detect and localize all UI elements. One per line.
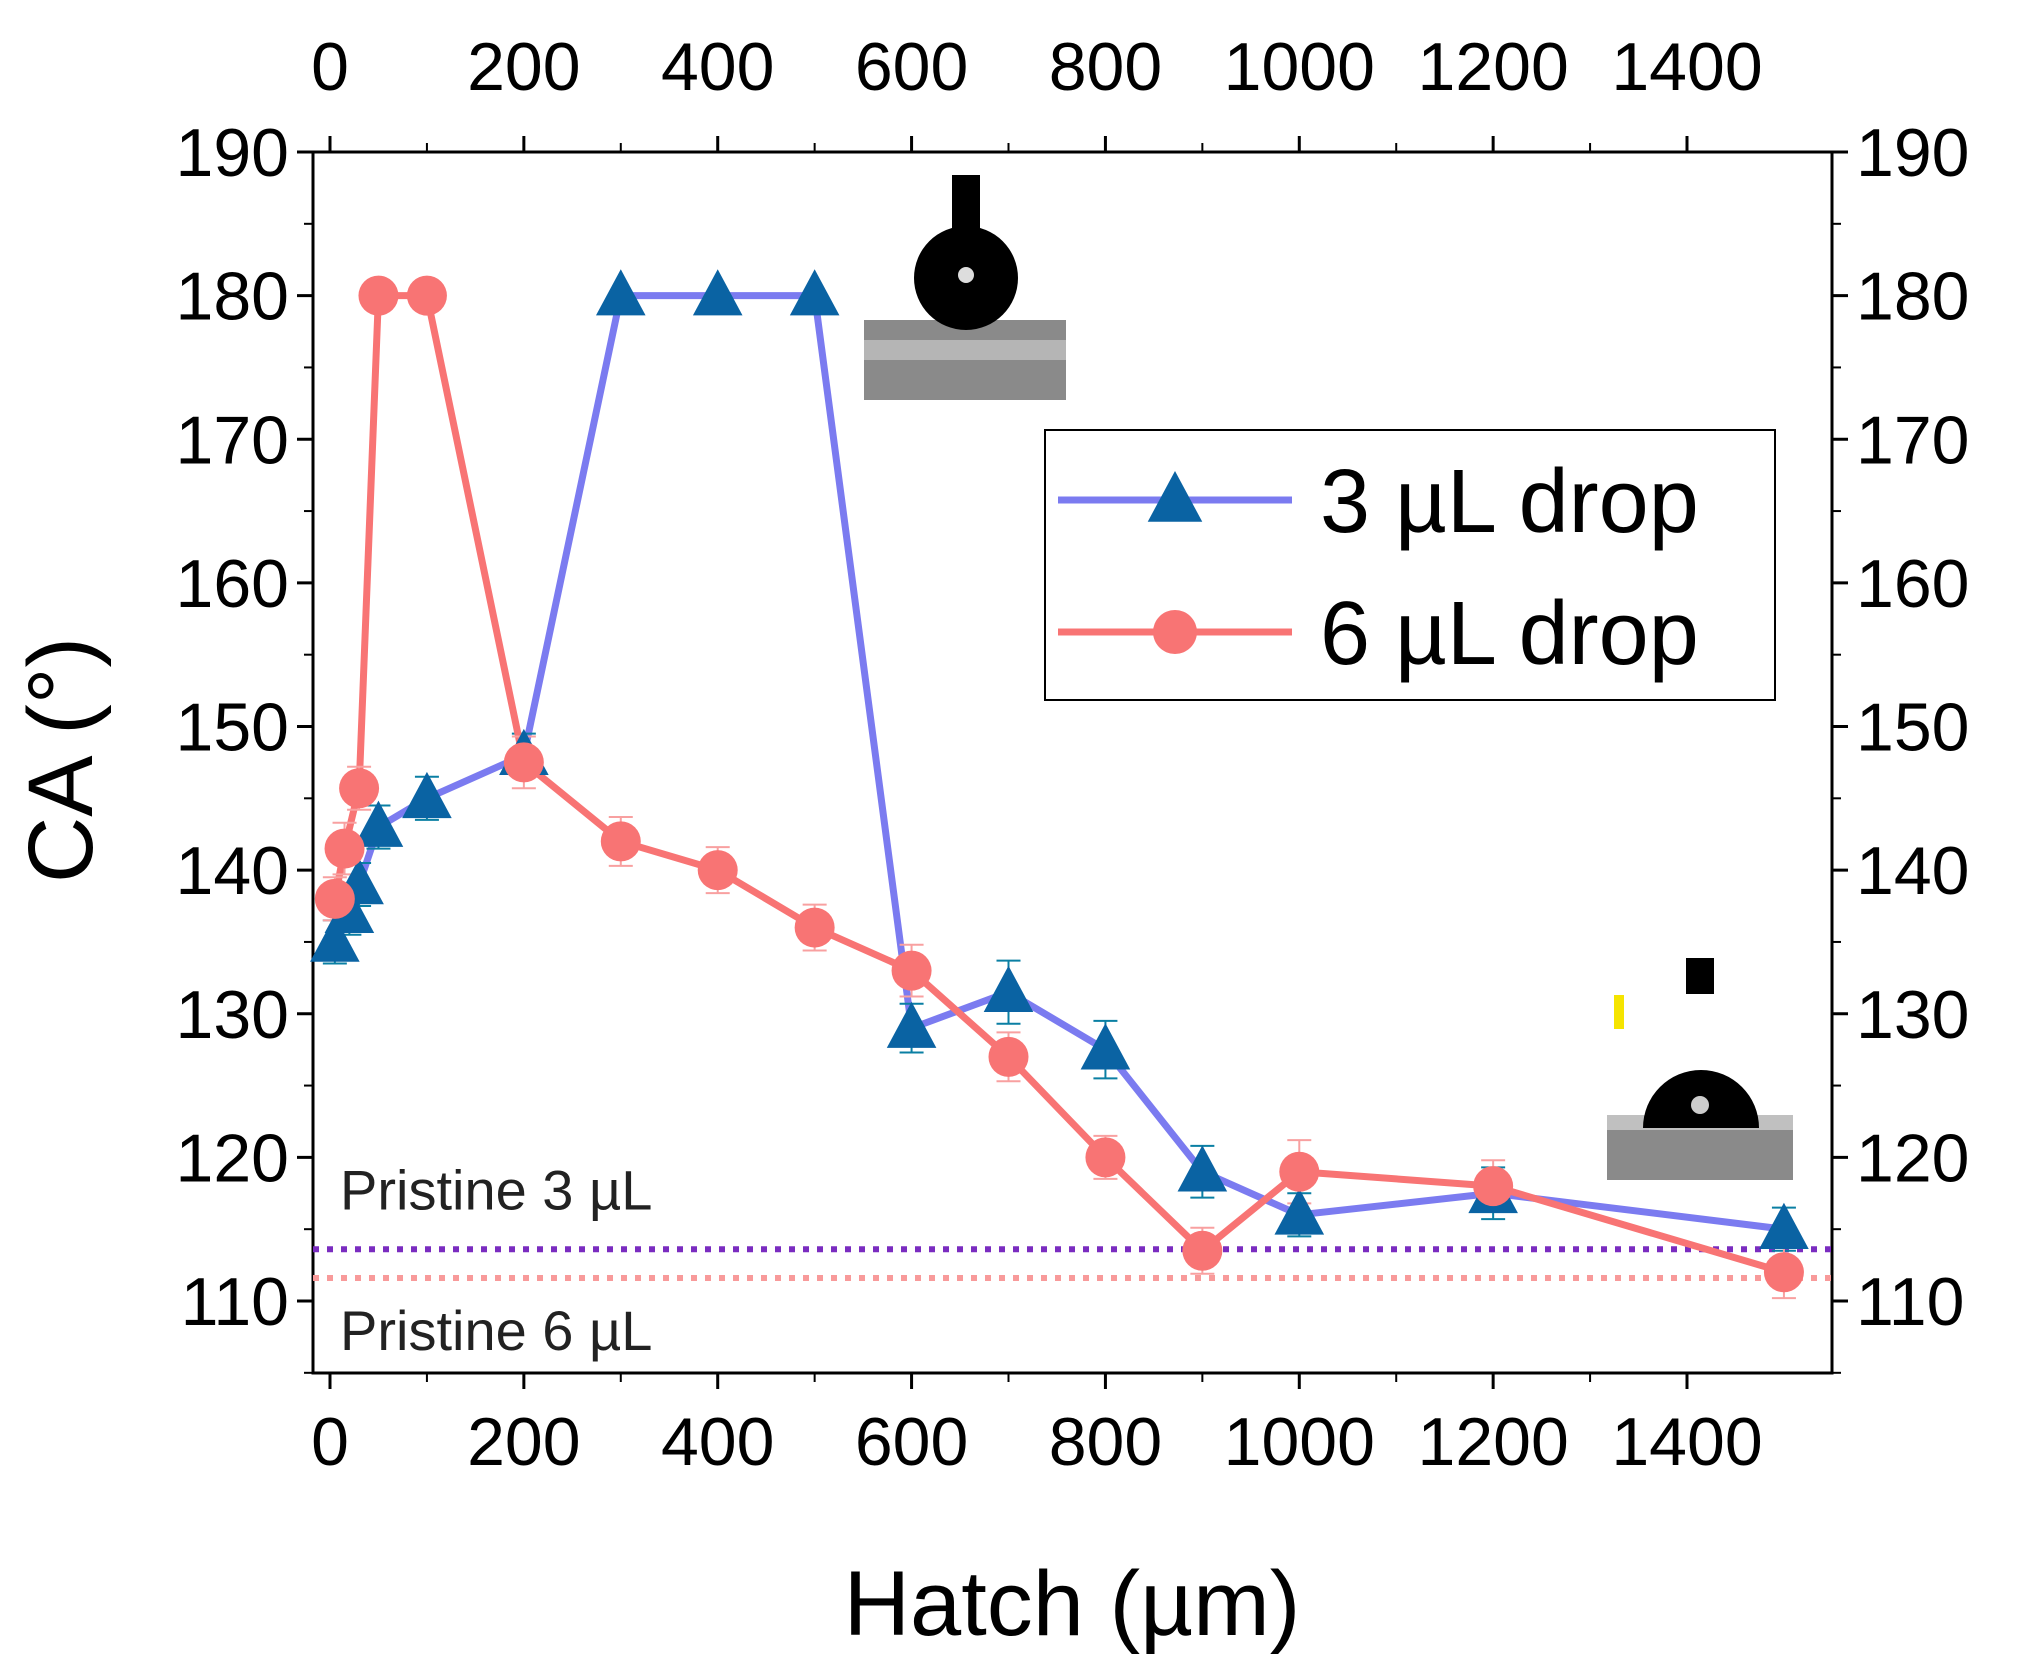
- y-tick-label-left: 110: [181, 1264, 289, 1340]
- data-point-triangle: [1080, 1023, 1131, 1070]
- data-point-circle: [697, 850, 738, 891]
- data-point-triangle: [983, 965, 1034, 1013]
- x-tick-label-bottom: 600: [855, 1404, 968, 1480]
- y-tick-label-left: 160: [176, 546, 289, 622]
- data-point-circle: [1085, 1137, 1126, 1178]
- data-point-triangle: [353, 800, 404, 847]
- data-point-circle: [503, 742, 544, 783]
- y-tick-label-left: 180: [176, 259, 289, 335]
- x-tick-label-top: 1400: [1611, 29, 1762, 105]
- x-tick-label-bottom: 400: [661, 1404, 774, 1480]
- series-line: [331, 292, 1785, 1233]
- y-tick-label-right: 120: [1856, 1120, 1969, 1196]
- data-point-circle: [324, 828, 365, 869]
- y-tick-label-right: 190: [1856, 115, 1969, 191]
- data-point-circle: [314, 878, 355, 919]
- data-point-circle: [1182, 1230, 1223, 1271]
- y-tick-label-right: 110: [1856, 1264, 1964, 1340]
- reference-line-label: Pristine 3 µL: [340, 1158, 652, 1221]
- legend-label: 3 µL drop: [1320, 452, 1699, 552]
- y-tick-label-left: 120: [176, 1120, 289, 1196]
- x-tick-label-top: 800: [1049, 29, 1162, 105]
- y-tick-label-right: 150: [1856, 690, 1969, 766]
- y-tick-label-right: 170: [1856, 402, 1969, 478]
- data-point-circle: [891, 950, 932, 991]
- x-tick-label-bottom: 1400: [1611, 1404, 1762, 1480]
- data-point-triangle: [1759, 1202, 1809, 1249]
- y-tick-label-right: 130: [1856, 977, 1969, 1053]
- data-point-circle: [1473, 1166, 1514, 1207]
- x-axis-label: Hatch (µm): [844, 1553, 1301, 1655]
- y-tick-label-left: 190: [176, 115, 289, 191]
- x-tick-label-top: 0: [311, 29, 349, 105]
- x-tick-label-top: 200: [467, 29, 580, 105]
- data-point-triangle: [886, 1001, 937, 1048]
- x-tick-label-top: 1200: [1418, 29, 1569, 105]
- legend: 3 µL drop 6 µL drop: [1058, 452, 1699, 684]
- series-line: [331, 292, 1785, 1276]
- data-point-circle: [794, 907, 835, 948]
- data-point-circle: [358, 275, 399, 316]
- y-tick-label-right: 160: [1856, 546, 1969, 622]
- data-point-triangle: [692, 269, 743, 316]
- data-point-triangle: [310, 915, 360, 962]
- data-point-triangle: [402, 771, 452, 819]
- y-axis-label: CA (°): [10, 637, 112, 883]
- y-tick-label-left: 140: [176, 833, 289, 909]
- x-tick-label-bottom: 0: [311, 1404, 349, 1480]
- data-point-circle: [1763, 1252, 1804, 1293]
- legend-label: 6 µL drop: [1320, 584, 1699, 684]
- y-tick-label-left: 150: [176, 690, 289, 766]
- data-point-triangle: [595, 269, 646, 316]
- data-point-circle: [406, 275, 447, 316]
- x-tick-label-top: 600: [855, 29, 968, 105]
- x-tick-label-top: 400: [661, 29, 774, 105]
- data-point-circle: [1279, 1151, 1320, 1192]
- x-tick-label-bottom: 200: [467, 1404, 580, 1480]
- x-tick-label-bottom: 1000: [1224, 1404, 1375, 1480]
- x-tick-label-bottom: 800: [1049, 1404, 1162, 1480]
- legend-box: [1044, 429, 1776, 701]
- y-tick-label-left: 130: [176, 977, 289, 1053]
- data-point-circle: [1153, 610, 1197, 654]
- reference-line-label: Pristine 6 µL: [340, 1299, 652, 1362]
- x-tick-label-top: 1000: [1224, 29, 1375, 105]
- droplet-image-superhydrophobic: [864, 175, 1066, 400]
- x-tick-label-bottom: 1200: [1418, 1404, 1569, 1480]
- y-tick-label-left: 170: [176, 402, 289, 478]
- data-point-circle: [600, 821, 641, 862]
- plot-frame: [311, 150, 1834, 1375]
- y-tick-label-right: 180: [1856, 259, 1969, 335]
- data-point-triangle: [789, 269, 840, 316]
- droplet-insets: [864, 175, 1793, 1180]
- data-point-triangle: [1147, 470, 1203, 522]
- data-point-circle: [339, 768, 380, 809]
- data-point-triangle: [1177, 1145, 1228, 1192]
- droplet-image-hydrophobic: [1607, 958, 1793, 1180]
- data-point-circle: [988, 1036, 1029, 1077]
- y-tick-label-right: 140: [1856, 833, 1969, 909]
- data-point-triangle: [1274, 1188, 1325, 1235]
